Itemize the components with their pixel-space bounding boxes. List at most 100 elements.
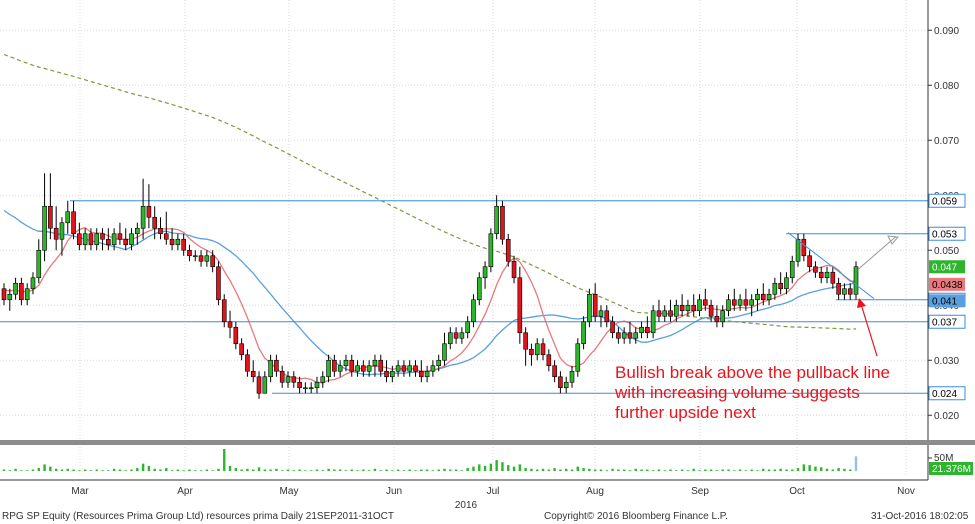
candle <box>59 217 65 256</box>
candle <box>239 338 244 361</box>
volume-bar <box>553 468 556 471</box>
price-tag-box <box>929 260 965 274</box>
candle <box>24 283 30 306</box>
candle-body <box>656 310 662 317</box>
volume-bar <box>211 470 214 471</box>
candle <box>760 283 766 306</box>
x-month-label: Nov <box>897 486 915 497</box>
volume-bar <box>333 469 336 471</box>
candle-body <box>53 227 59 240</box>
volume-bar <box>420 469 423 471</box>
candle-body <box>71 211 76 235</box>
volume-bar <box>617 469 620 471</box>
candle <box>772 277 778 300</box>
volume-bar <box>472 466 475 471</box>
candle-body <box>447 332 453 345</box>
candle-body <box>30 277 36 290</box>
volume-bar <box>252 469 255 471</box>
candle-body <box>221 299 227 323</box>
candle-body <box>111 233 117 246</box>
candle-body <box>755 293 760 301</box>
candle-body <box>737 299 743 306</box>
candle <box>847 283 853 300</box>
level-tag-label: 0.024 <box>932 389 957 400</box>
volume-bar <box>698 470 701 471</box>
candle <box>645 316 650 339</box>
volume-bar <box>721 469 724 471</box>
volume-bar <box>808 465 811 471</box>
volume-bar <box>292 470 295 471</box>
volume-bar <box>385 469 388 471</box>
y-tick-label: 0.030 <box>934 356 959 367</box>
candle <box>274 354 279 377</box>
candle-body <box>390 370 395 378</box>
volume-bar <box>478 464 481 471</box>
volume-bar <box>356 470 359 471</box>
volume-bar <box>234 468 238 471</box>
candle <box>755 288 760 311</box>
candle <box>558 371 563 394</box>
volume-bar <box>101 470 104 471</box>
candle-body <box>303 387 308 390</box>
volume-bar <box>762 468 765 471</box>
volume-bar <box>849 469 852 471</box>
candle <box>198 250 204 267</box>
volume-bar <box>78 470 81 471</box>
volume-bar <box>460 470 464 471</box>
annotation-text-line: further upside next <box>615 403 756 422</box>
candle <box>459 327 465 344</box>
candle <box>494 195 499 240</box>
candle-body <box>650 310 656 334</box>
volume-bar <box>715 470 719 471</box>
volume-bar <box>130 469 133 471</box>
volume-bar <box>843 468 846 471</box>
volume-bar <box>373 468 377 471</box>
candle <box>818 266 824 284</box>
volume-bar <box>43 464 46 471</box>
candle-body <box>697 299 702 312</box>
candle-body <box>355 365 360 372</box>
candle <box>13 277 18 300</box>
candle <box>633 327 639 344</box>
candle-body <box>279 370 285 383</box>
candle-body <box>413 365 418 372</box>
candle <box>813 261 818 278</box>
candle-body <box>192 255 198 258</box>
x-month-label: Jul <box>487 486 500 497</box>
candle <box>714 305 720 328</box>
candle <box>668 299 673 322</box>
volume-bar <box>686 470 690 471</box>
candle-body <box>204 255 210 262</box>
candle <box>210 250 215 273</box>
candle <box>627 321 633 344</box>
volume-bar <box>350 469 353 471</box>
candle-body <box>546 354 552 367</box>
volume-bar <box>20 470 23 471</box>
candle-body <box>13 282 18 295</box>
candle <box>842 283 847 300</box>
candle <box>320 371 326 388</box>
volume-bar <box>8 470 11 471</box>
volume-bar <box>582 468 585 471</box>
candle <box>488 228 494 273</box>
candle-body <box>419 370 424 378</box>
candle <box>19 277 24 306</box>
candle <box>731 288 737 311</box>
volume-bar <box>536 469 539 471</box>
candle-body <box>88 233 94 246</box>
candle-body <box>308 387 314 390</box>
volume-bar <box>107 470 110 471</box>
candle <box>366 360 372 377</box>
candle <box>303 382 308 394</box>
candle-body <box>847 288 853 295</box>
candle <box>152 206 157 240</box>
candle <box>36 239 42 284</box>
candle <box>187 244 192 262</box>
volume-bar <box>321 470 324 471</box>
candle <box>442 332 447 366</box>
candle <box>262 371 268 394</box>
candle-body <box>169 238 175 246</box>
volume-bar <box>489 463 493 471</box>
